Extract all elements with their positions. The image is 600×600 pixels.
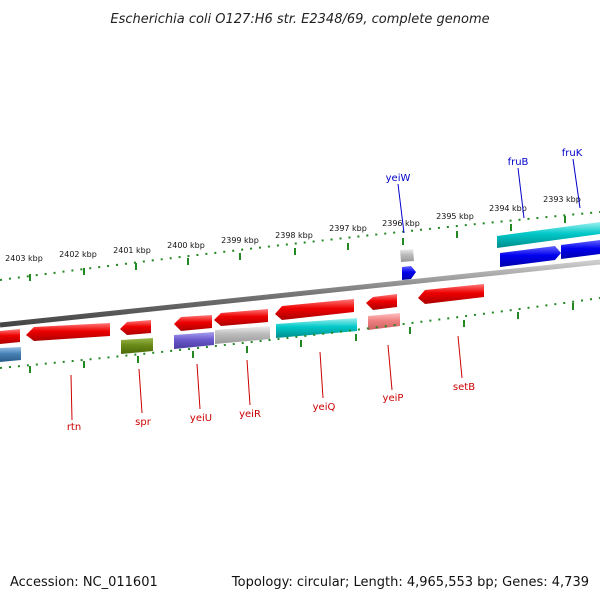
leader-rtn [70, 374, 73, 421]
cog-block-gray[interactable] [400, 249, 414, 262]
gene-reverse-yeip[interactable] [366, 294, 397, 310]
leader-lines [70, 158, 581, 421]
gene-label-setb[interactable]: setB [453, 382, 475, 393]
inner-tick-ring [0, 297, 600, 373]
gene-forward-fruk[interactable] [561, 240, 600, 259]
leader-frub [517, 167, 525, 219]
gene-reverse-yeiq[interactable] [275, 299, 354, 320]
cog-block-cyan[interactable] [276, 318, 357, 338]
reverse-gene-ring [0, 284, 484, 344]
gene-reverse-yeiu[interactable] [174, 315, 212, 331]
kbp-labels: 2403 kbp 2402 kbp 2401 kbp 2400 kbp 2399… [5, 195, 581, 263]
reverse-cog-ring [0, 313, 400, 362]
gene-label-frub[interactable]: fruB [508, 157, 529, 168]
gene-label-rtn[interactable]: rtn [67, 422, 81, 433]
kbp-label: 2394 kbp [489, 204, 527, 213]
kbp-label: 2396 kbp [382, 219, 420, 228]
gene-label-yeip[interactable]: yeiP [383, 393, 404, 404]
leader-spr [138, 368, 143, 414]
gene-reverse-left-edge[interactable] [0, 329, 20, 344]
outer-tick-ring [0, 211, 600, 281]
leader-fruk [572, 158, 581, 209]
gene-label-spr[interactable]: spr [135, 417, 152, 428]
cog-block-gray[interactable] [215, 326, 270, 344]
leader-yeiu [196, 363, 201, 410]
kbp-label: 2399 kbp [221, 236, 259, 245]
genome-backbone [0, 259, 600, 328]
kbp-label: 2395 kbp [436, 212, 474, 221]
kbp-label: 2398 kbp [275, 231, 313, 240]
gene-labels: yeiW fruB fruK rtn spr yeiU yeiR yeiQ ye… [67, 148, 583, 433]
cog-block-pink[interactable] [368, 313, 400, 330]
cog-block-olive[interactable] [121, 338, 153, 354]
cog-block-steel[interactable] [0, 347, 21, 362]
gene-forward-small[interactable] [402, 266, 416, 280]
leader-yeiq [319, 351, 324, 399]
gene-reverse-spr[interactable] [120, 320, 151, 335]
gene-reverse-rtn[interactable] [26, 323, 110, 341]
kbp-label: 2397 kbp [329, 224, 367, 233]
gene-label-yeir[interactable]: yeiR [239, 409, 261, 420]
leader-yeip [387, 344, 393, 391]
cog-block-cyan[interactable] [497, 222, 600, 248]
kbp-label: 2402 kbp [59, 250, 97, 259]
gene-label-yeiu[interactable]: yeiU [190, 413, 212, 424]
gene-label-fruk[interactable]: fruK [562, 148, 583, 159]
accession-text: Accession: NC_011601 [10, 575, 158, 590]
cog-block-purple[interactable] [174, 332, 214, 349]
map-title: Escherichia coli O127:H6 str. E2348/69, … [110, 12, 489, 27]
gene-forward-frub[interactable] [500, 246, 561, 267]
gene-label-yeiw[interactable]: yeiW [386, 173, 411, 184]
kbp-label: 2393 kbp [543, 195, 581, 204]
leader-yeir [246, 359, 251, 406]
genome-summary-text: Topology: circular; Length: 4,965,553 bp… [231, 575, 589, 590]
kbp-label: 2400 kbp [167, 241, 205, 250]
gene-reverse-setb[interactable] [418, 284, 484, 304]
forward-cog-ring [400, 222, 600, 262]
leader-yeiw [397, 183, 405, 234]
forward-gene-ring [402, 240, 600, 280]
leader-setb [457, 335, 463, 379]
gene-reverse-yeir[interactable] [214, 309, 268, 326]
kbp-label: 2401 kbp [113, 246, 151, 255]
kbp-label: 2403 kbp [5, 254, 43, 263]
gene-label-yeiq[interactable]: yeiQ [313, 402, 336, 413]
